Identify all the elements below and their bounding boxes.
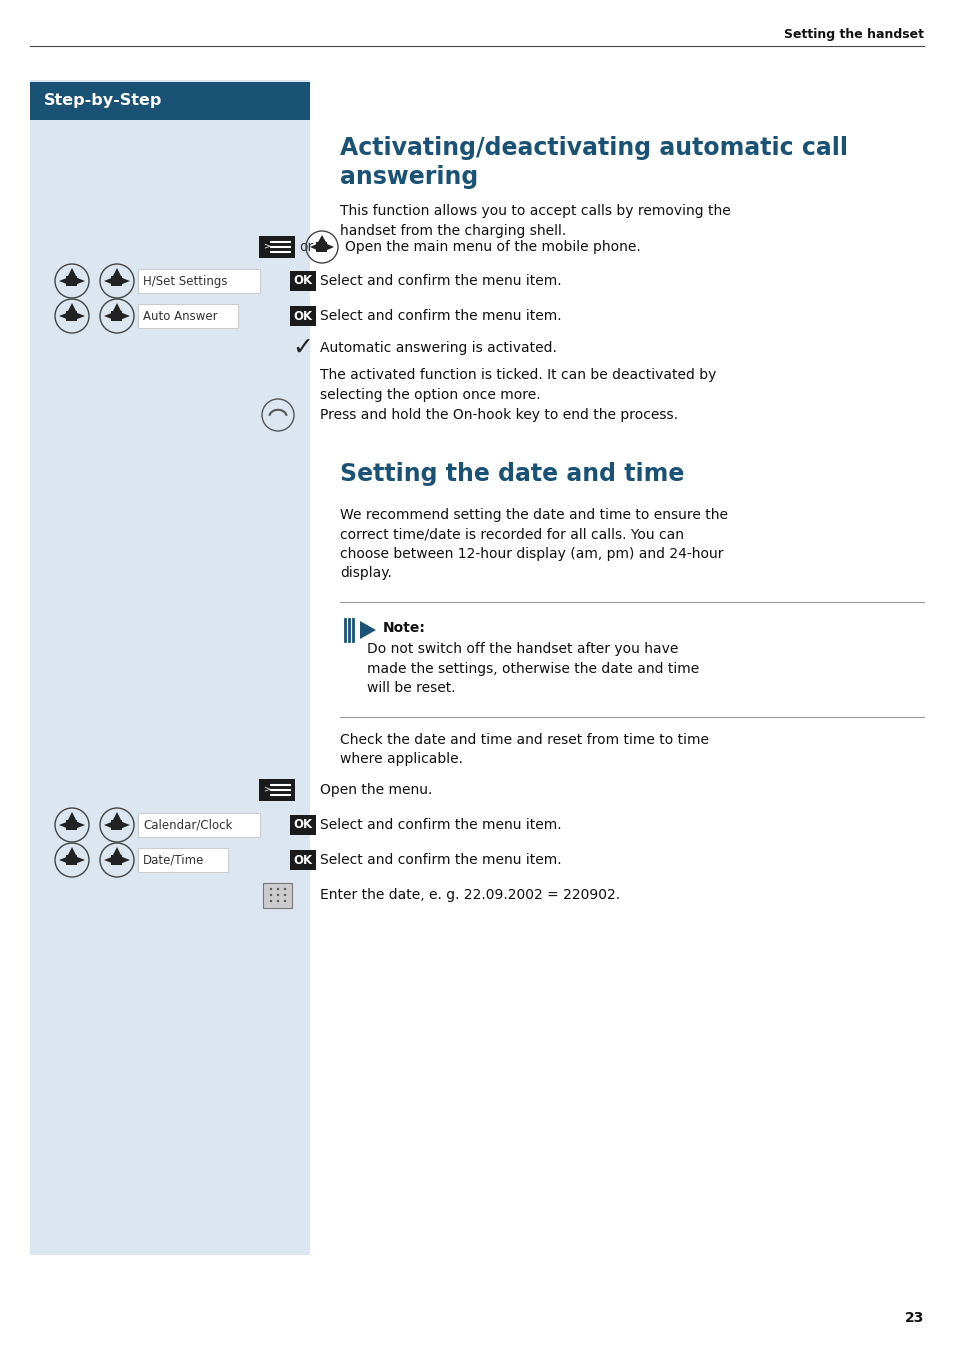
- Polygon shape: [112, 846, 121, 856]
- Polygon shape: [317, 235, 326, 243]
- FancyBboxPatch shape: [67, 821, 77, 830]
- Text: Select and confirm the menu item.: Select and confirm the menu item.: [319, 274, 561, 288]
- Polygon shape: [68, 813, 76, 821]
- Polygon shape: [359, 621, 375, 639]
- Circle shape: [276, 894, 279, 896]
- Text: or: or: [298, 241, 313, 254]
- Polygon shape: [104, 312, 112, 319]
- Circle shape: [276, 900, 279, 902]
- FancyBboxPatch shape: [67, 276, 77, 287]
- Text: We recommend setting the date and time to ensure the
correct time/date is record: We recommend setting the date and time t…: [339, 508, 727, 580]
- Text: Step-by-Step: Step-by-Step: [44, 93, 162, 108]
- Text: This function allows you to accept calls by removing the
handset from the chargi: This function allows you to accept calls…: [339, 204, 730, 238]
- Polygon shape: [121, 822, 130, 829]
- Text: Auto Answer: Auto Answer: [143, 310, 217, 323]
- Text: Calendar/Clock: Calendar/Clock: [143, 818, 233, 831]
- Polygon shape: [76, 857, 85, 864]
- Circle shape: [283, 888, 286, 890]
- FancyBboxPatch shape: [316, 242, 327, 251]
- Polygon shape: [59, 277, 68, 284]
- Text: Setting the date and time: Setting the date and time: [339, 462, 683, 485]
- Text: Do not switch off the handset after you have
made the settings, otherwise the da: Do not switch off the handset after you …: [367, 642, 699, 695]
- Text: The activated function is ticked. It can be deactivated by
selecting the option : The activated function is ticked. It can…: [319, 368, 716, 402]
- Text: Setting the handset: Setting the handset: [783, 28, 923, 41]
- Circle shape: [270, 894, 272, 896]
- Text: ✓: ✓: [293, 337, 314, 360]
- Polygon shape: [310, 243, 317, 250]
- Polygon shape: [112, 303, 121, 312]
- Polygon shape: [121, 312, 130, 319]
- Text: OK: OK: [294, 818, 313, 831]
- Text: Select and confirm the menu item.: Select and confirm the menu item.: [319, 853, 561, 867]
- FancyBboxPatch shape: [290, 815, 315, 836]
- Polygon shape: [112, 813, 121, 821]
- Text: Check the date and time and reset from time to time
where applicable.: Check the date and time and reset from t…: [339, 733, 708, 767]
- Text: Open the menu.: Open the menu.: [319, 783, 432, 796]
- Text: Enter the date, e. g. 22.09.2002 = 220902.: Enter the date, e. g. 22.09.2002 = 22090…: [319, 888, 619, 902]
- FancyBboxPatch shape: [258, 237, 294, 258]
- Polygon shape: [104, 822, 112, 829]
- Polygon shape: [104, 857, 112, 864]
- Text: Date/Time: Date/Time: [143, 853, 204, 867]
- FancyBboxPatch shape: [112, 311, 122, 320]
- Text: Press and hold the On-hook key to end the process.: Press and hold the On-hook key to end th…: [319, 408, 678, 422]
- Text: Select and confirm the menu item.: Select and confirm the menu item.: [319, 310, 561, 323]
- FancyBboxPatch shape: [30, 82, 310, 120]
- Polygon shape: [68, 303, 76, 312]
- Text: 23: 23: [903, 1311, 923, 1325]
- Polygon shape: [112, 268, 121, 277]
- Text: >: >: [263, 242, 270, 250]
- FancyBboxPatch shape: [263, 883, 293, 907]
- Polygon shape: [121, 857, 130, 864]
- Text: OK: OK: [294, 853, 313, 867]
- Polygon shape: [59, 857, 68, 864]
- Circle shape: [270, 900, 272, 902]
- Text: Open the main menu of the mobile phone.: Open the main menu of the mobile phone.: [345, 241, 640, 254]
- Polygon shape: [76, 822, 85, 829]
- Text: OK: OK: [294, 274, 313, 288]
- FancyBboxPatch shape: [112, 276, 122, 287]
- Text: H/Set Settings: H/Set Settings: [143, 274, 227, 288]
- FancyBboxPatch shape: [138, 304, 237, 329]
- Polygon shape: [68, 846, 76, 856]
- FancyBboxPatch shape: [138, 813, 260, 837]
- Text: OK: OK: [294, 310, 313, 323]
- FancyBboxPatch shape: [30, 80, 310, 1255]
- FancyBboxPatch shape: [67, 311, 77, 320]
- FancyBboxPatch shape: [112, 821, 122, 830]
- Text: Activating/deactivating automatic call
answering: Activating/deactivating automatic call a…: [339, 137, 847, 189]
- Text: Automatic answering is activated.: Automatic answering is activated.: [319, 341, 557, 356]
- Circle shape: [270, 888, 272, 890]
- FancyBboxPatch shape: [138, 848, 228, 872]
- FancyBboxPatch shape: [138, 269, 260, 293]
- Text: >: >: [263, 784, 270, 794]
- Polygon shape: [76, 312, 85, 319]
- FancyBboxPatch shape: [112, 854, 122, 865]
- Circle shape: [283, 900, 286, 902]
- Polygon shape: [59, 822, 68, 829]
- Polygon shape: [104, 277, 112, 284]
- Polygon shape: [68, 268, 76, 277]
- Polygon shape: [59, 312, 68, 319]
- FancyBboxPatch shape: [290, 306, 315, 326]
- Polygon shape: [121, 277, 130, 284]
- FancyBboxPatch shape: [290, 850, 315, 869]
- FancyBboxPatch shape: [258, 779, 294, 800]
- FancyBboxPatch shape: [67, 854, 77, 865]
- Text: Note:: Note:: [382, 621, 425, 635]
- Circle shape: [283, 894, 286, 896]
- Polygon shape: [76, 277, 85, 284]
- Polygon shape: [326, 243, 334, 250]
- FancyBboxPatch shape: [290, 270, 315, 291]
- Text: Select and confirm the menu item.: Select and confirm the menu item.: [319, 818, 561, 831]
- Circle shape: [276, 888, 279, 890]
